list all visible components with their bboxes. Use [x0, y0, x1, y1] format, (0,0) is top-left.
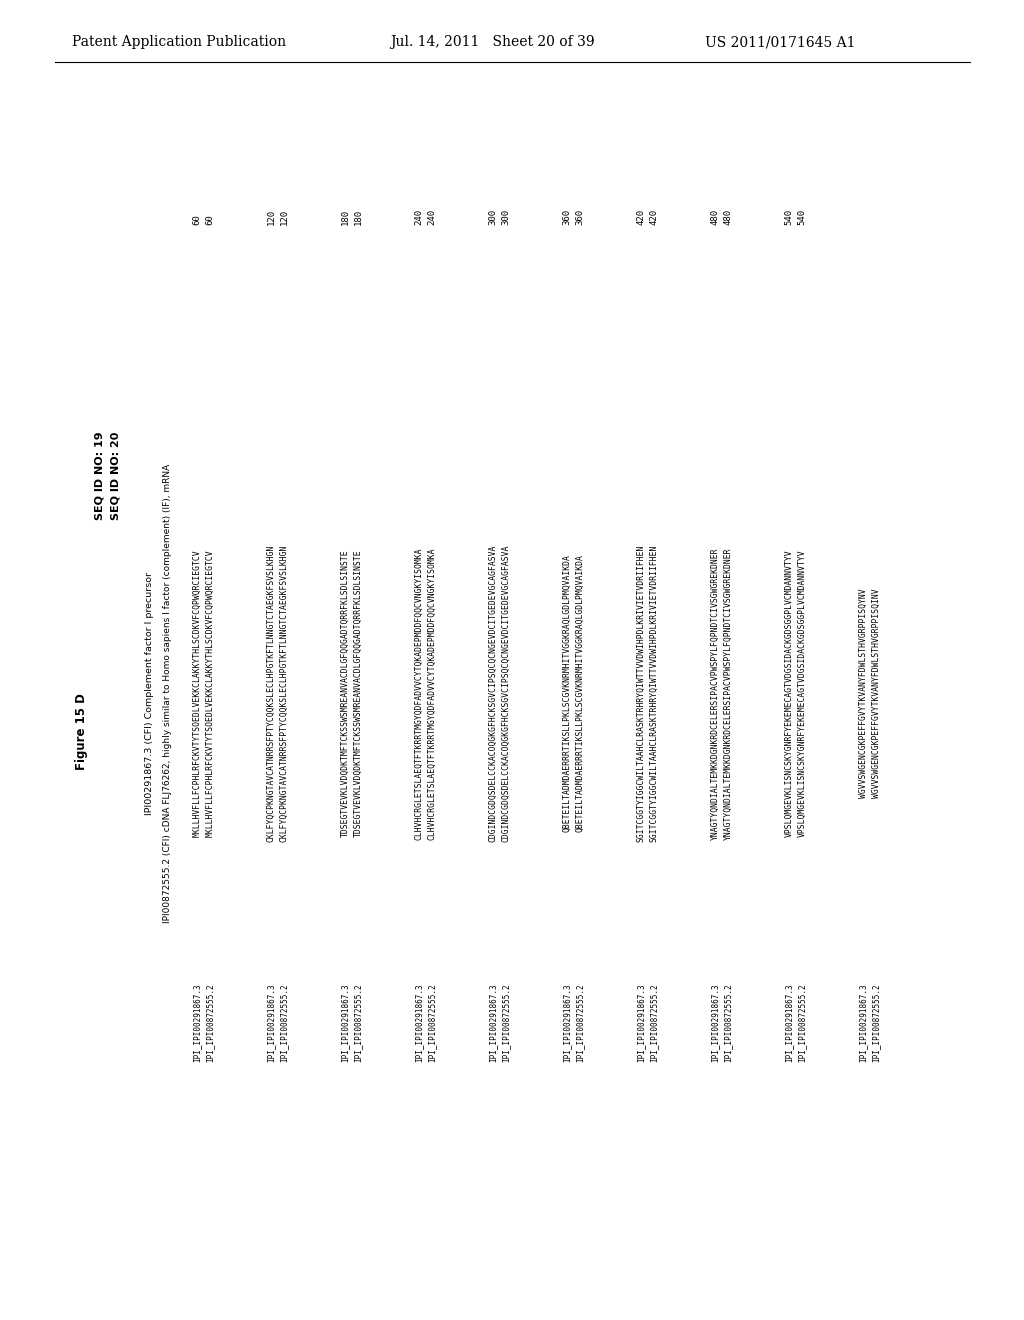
- Text: SGITCGGTYIGGCWILTAAHCLRASKTRHRYQIWTTVVDWIHPDLKRIVIETVDRIIFHEN: SGITCGGTYIGGCWILTAAHCLRASKTRHRYQIWTTVVDW…: [649, 545, 658, 842]
- Text: 60: 60: [206, 214, 214, 224]
- Text: 420: 420: [649, 209, 658, 224]
- Text: YNAGTYQNDIALTEMKKDGNKRDCELERSIPACVPWSPYLFQPNDTCIVSGWGREKDNER: YNAGTYQNDIALTEMKKDGNKRDCELERSIPACVPWSPYL…: [711, 548, 720, 840]
- Text: CKLFYQCPKNGTAVCATNRRSFPTYCQQKSLECLHPGTKFTLNNGTCTAEGKFSVSLKHGN: CKLFYQCPKNGTAVCATNRRSFPTYCQQKSLECLHPGTKF…: [280, 545, 289, 842]
- Text: IPI_IPI00291867.3: IPI_IPI00291867.3: [341, 983, 349, 1061]
- Text: 240: 240: [415, 209, 424, 224]
- Text: IPI_IPI00291867.3: IPI_IPI00291867.3: [415, 983, 424, 1061]
- Text: IPI_IPI00291867.3: IPI_IPI00291867.3: [637, 983, 645, 1061]
- Text: IPI_IPI00291867.3: IPI_IPI00291867.3: [784, 983, 794, 1061]
- Text: SEQ ID NO: 20: SEQ ID NO: 20: [111, 432, 121, 520]
- Text: MKLLHVFLLFCPHLRFCKVTYTSOEDLVEKKCLAKKYTHLSCDKVFCQPWQRCIEGTCV: MKLLHVFLLFCPHLRFCKVTYTSOEDLVEKKCLAKKYTHL…: [206, 549, 214, 837]
- Text: 480: 480: [724, 209, 732, 224]
- Text: IPI00291867.3 (CFI) Complement factor I precursor: IPI00291867.3 (CFI) Complement factor I …: [145, 572, 155, 814]
- Text: SEQ ID NO: 19: SEQ ID NO: 19: [95, 432, 105, 520]
- Text: IPI_IPI00872555.2: IPI_IPI00872555.2: [724, 983, 732, 1061]
- Text: IPI_IPI00872555.2: IPI_IPI00872555.2: [798, 983, 807, 1061]
- Text: IPI_IPI00291867.3: IPI_IPI00291867.3: [711, 983, 720, 1061]
- Text: 120: 120: [280, 209, 289, 224]
- Text: WGVVSWGENCGKPEFFGVYTKVANYFDWLSTHVGRPPISQINV: WGVVSWGENCGKPEFFGVYTKVANYFDWLSTHVGRPPISQ…: [871, 589, 881, 799]
- Text: 360: 360: [575, 209, 585, 224]
- Text: IPI00872555.2 (CFI) cDNA FLJ76262, highly similar to Homo sapiens I factor (comp: IPI00872555.2 (CFI) cDNA FLJ76262, highl…: [163, 463, 171, 923]
- Text: TDSEGTVEVKLVDQDKTMFTCKSSWSMREANVACDLGFQQGADTQRRFKLSDLSINSTE: TDSEGTVEVKLVDQDKTMFTCKSSWSMREANVACDLGFQQ…: [341, 549, 349, 837]
- Text: IPI_IPI00872555.2: IPI_IPI00872555.2: [871, 983, 881, 1061]
- Text: IPI_IPI00872555.2: IPI_IPI00872555.2: [427, 983, 436, 1061]
- Text: QBETEILTADMDAERRRTIKSLLPKLSCGVKNRMHITVGGKRAQLGDLPMQVAIKDA: QBETEILTADMDAERRRTIKSLLPKLSCGVKNRMHITVGG…: [575, 554, 585, 833]
- Text: 300: 300: [502, 209, 511, 224]
- Text: 180: 180: [353, 209, 362, 224]
- Text: 480: 480: [711, 209, 720, 224]
- Text: CDGINDCGDQSDELCCKACOQGKGFHCKSGVCIPSQCQCNGEVDCITGEDEVGCAGFASVA: CDGINDCGDQSDELCCKACOQGKGFHCKSGVCIPSQCQCN…: [488, 545, 498, 842]
- Text: YNAGTYQNDIALTEMKKDGNKRDCELERSIPACVPWSPYLFQPNDTCIVSGWGREKDNER: YNAGTYQNDIALTEMKKDGNKRDCELERSIPACVPWSPYL…: [724, 548, 732, 840]
- Text: 540: 540: [798, 209, 807, 224]
- Text: IPI_IPI00872555.2: IPI_IPI00872555.2: [575, 983, 585, 1061]
- Text: IPI_IPI00291867.3: IPI_IPI00291867.3: [488, 983, 498, 1061]
- Text: Figure 15 D: Figure 15 D: [76, 693, 88, 770]
- Text: VPSLQMGEVKLISNCSKYGNRFYEKEMECAGTVDGSIDACKGDSGGPLVCMDANNVTYV: VPSLQMGEVKLISNCSKYGNRFYEKEMECAGTVDGSIDAC…: [784, 549, 794, 837]
- Text: IPI_IPI00872555.2: IPI_IPI00872555.2: [502, 983, 511, 1061]
- Text: CKLFYQCPKNGTAVCATNRRSFPTYCQQKSLECLHPGTKFTLNNGTCTAEGKFSVSLKHGN: CKLFYQCPKNGTAVCATNRRSFPTYCQQKSLECLHPGTKF…: [266, 545, 275, 842]
- Text: IPI_IPI00872555.2: IPI_IPI00872555.2: [353, 983, 362, 1061]
- Text: 60: 60: [193, 214, 202, 224]
- Text: VPSLQMGEVKLISNCSKYGNRFYEKEMECAGTVDGSIDACKGDSGGPLVCMDANNVTYV: VPSLQMGEVKLISNCSKYGNRFYEKEMECAGTVDGSIDAC…: [798, 549, 807, 837]
- Text: US 2011/0171645 A1: US 2011/0171645 A1: [705, 36, 855, 49]
- Text: CDGINDCGDQSDELCCKACOQGKGFHCKSGVCIPSQCQCNGEVDCITGEDEVGCAGFASVA: CDGINDCGDQSDELCCKACOQGKGFHCKSGVCIPSQCQCN…: [502, 545, 511, 842]
- Text: SGITCGGTYIGGCWILTAAHCLRASKTRHRYQIWTTVVDWIHPDLKRIVIETVDRIIFHEN: SGITCGGTYIGGCWILTAAHCLRASKTRHRYQIWTTVVDW…: [637, 545, 645, 842]
- Text: 120: 120: [266, 209, 275, 224]
- Text: IPI_IPI00291867.3: IPI_IPI00291867.3: [562, 983, 571, 1061]
- Text: 540: 540: [784, 209, 794, 224]
- Text: IPI_IPI00291867.3: IPI_IPI00291867.3: [858, 983, 867, 1061]
- Text: IPI_IPI00872555.2: IPI_IPI00872555.2: [206, 983, 214, 1061]
- Text: 360: 360: [562, 209, 571, 224]
- Text: IPI_IPI00872555.2: IPI_IPI00872555.2: [280, 983, 289, 1061]
- Text: CLHVHCRGLETSLAEQTFTKRRTMGYQDFADVVCYTQKADEPMDDFQQCVNGKYISOMKA: CLHVHCRGLETSLAEQTFTKRRTMGYQDFADVVCYTQKAD…: [415, 548, 424, 840]
- Text: IPI_IPI00872555.2: IPI_IPI00872555.2: [649, 983, 658, 1061]
- Text: Jul. 14, 2011   Sheet 20 of 39: Jul. 14, 2011 Sheet 20 of 39: [390, 36, 595, 49]
- Text: 180: 180: [341, 209, 349, 224]
- Text: Patent Application Publication: Patent Application Publication: [72, 36, 286, 49]
- Text: 240: 240: [427, 209, 436, 224]
- Text: IPI_IPI00291867.3: IPI_IPI00291867.3: [193, 983, 202, 1061]
- Text: QBETEILTADMDAERRRTIKSLLPKLSCGVKNRMHITVGGKRAQLGDLPMQVAIKDA: QBETEILTADMDAERRRTIKSLLPKLSCGVKNRMHITVGG…: [562, 554, 571, 833]
- Text: CLHVHCRGLETSLAEQTFTKRRTMGYQDFADVVCYTQKADEPMDDFQQCVNGKYISOMKA: CLHVHCRGLETSLAEQTFTKRRTMGYQDFADVVCYTQKAD…: [427, 548, 436, 840]
- Text: 420: 420: [637, 209, 645, 224]
- Text: MKLLHVFLLFCPHLRFCKVTYTSOEDLVEKKCLAKKYTHLSCDKVFCQPWQRCIEGTCV: MKLLHVFLLFCPHLRFCKVTYTSOEDLVEKKCLAKKYTHL…: [193, 549, 202, 837]
- Text: IPI_IPI00291867.3: IPI_IPI00291867.3: [266, 983, 275, 1061]
- Text: WGVVSWGENCGKPEFFGVYTKVANYFDWLSTHVGRPPISQYNV: WGVVSWGENCGKPEFFGVYTKVANYFDWLSTHVGRPPISQ…: [858, 589, 867, 799]
- Text: 300: 300: [488, 209, 498, 224]
- Text: TDSEGTVEVKLVDQDKTMFTCKSSWSMREANVACDLGFQQGADTQRRFKLSDLSINSTE: TDSEGTVEVKLVDQDKTMFTCKSSWSMREANVACDLGFQQ…: [353, 549, 362, 837]
